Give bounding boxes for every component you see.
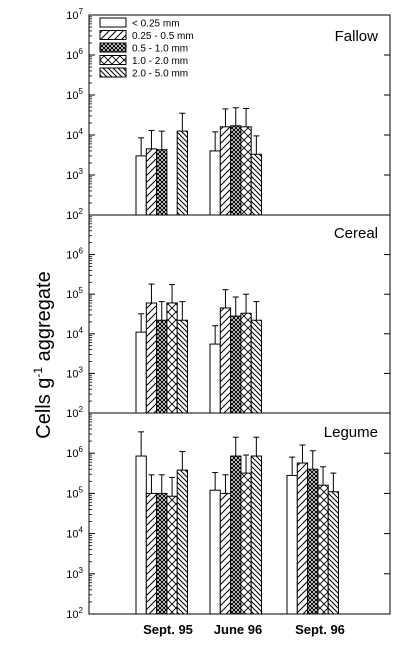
bar-0-25-mm-sept-95 (135, 455, 147, 615)
legend-label: 0.5 - 1.0 mm (132, 44, 188, 55)
y-tick-label: 103 (66, 566, 83, 581)
panel-title: Legume (324, 424, 378, 441)
y-tick-label: 107 (66, 7, 83, 22)
bar-0-25-0-5-mm-sept-95 (145, 302, 158, 414)
bar-0-25-mm-june-96 (209, 150, 221, 216)
bar-2-0-5-0-mm-june-96 (250, 153, 262, 216)
bar-0-5-1-0-mm-sept-95 (156, 319, 168, 414)
y-tick-label: 106 (66, 47, 83, 62)
x-category-label: Sept. 95 (143, 622, 193, 637)
y-tick-label: 104 (66, 127, 83, 142)
y-tick-label: 105 (66, 87, 83, 102)
y-tick-label: 105 (66, 286, 83, 301)
bar-2-0-5-0-mm-sept-95 (176, 319, 188, 414)
bar-0-25-0-5-mm-sept-96 (296, 462, 309, 615)
panel-title: Cereal (334, 225, 378, 242)
y-tick-label: 103 (66, 167, 83, 182)
bar-0-5-1-0-mm-sept-95 (156, 149, 168, 216)
bar-0-25-mm-sept-95 (135, 331, 147, 414)
bar-1-0-2-0-mm-june-96 (240, 126, 252, 216)
panel-legume: 102 103 104 105 106 Legume (66, 412, 391, 621)
bar-0-25-0-5-mm-sept-95 (145, 148, 158, 216)
bar-2-0-5-0-mm-june-96 (250, 455, 262, 615)
panel-fallow: 102 103 104 105 106 107 Fallow (66, 7, 391, 222)
bar-0-25-mm-june-96 (209, 489, 221, 615)
legend-swatch-2-0-5-0-mm (99, 67, 127, 78)
panel-title: Fallow (335, 28, 379, 45)
panel-cereal: 102 103 104 105 106 Cereal (66, 214, 391, 420)
legend-swatch-1-0-2-0-mm (99, 55, 127, 65)
bar-1-0-2-0-mm-sept-95 (166, 495, 178, 615)
legend-label: < 0.25 mm (132, 19, 180, 30)
bar-0-25-0-5-mm-june-96 (219, 492, 232, 615)
legend-swatch-0-25-0-5-mm (99, 30, 127, 40)
plot-panels: 102 103 104 105 106 107 Fallow 102 103 104 105 106 C… (66, 7, 391, 621)
y-tick-label: 102 (66, 405, 83, 420)
bar-1-0-2-0-mm-sept-95 (166, 302, 178, 414)
bar-0-5-1-0-mm-june-96 (230, 125, 242, 216)
bar-0-25-0-5-mm-june-96 (219, 307, 232, 414)
y-tick-label: 104 (66, 326, 83, 341)
y-tick-label: 105 (66, 485, 83, 500)
bar-2-0-5-0-mm-sept-95 (176, 130, 188, 216)
bar-0-25-0-5-mm-june-96 (219, 126, 232, 216)
y-tick-label: 102 (66, 606, 83, 621)
y-tick-label: 104 (66, 526, 83, 541)
bar-2-0-5-0-mm-june-96 (250, 319, 262, 414)
y-tick-label: 102 (66, 207, 83, 222)
x-category-label: Sept. 96 (295, 622, 345, 637)
bar-2-0-5-0-mm-sept-95 (176, 469, 188, 615)
bar-1-0-2-0-mm-june-96 (240, 472, 252, 615)
legend: < 0.25 mm0.25 - 0.5 mm 0.5 - 1.0 mm1.0 - … (99, 17, 194, 80)
bar-0-5-1-0-mm-june-96 (230, 455, 242, 615)
x-axis-categories: Sept. 95 June 96 Sept. 96 (143, 622, 345, 637)
bar-1-0-2-0-mm-june-96 (240, 312, 252, 414)
bar-0-25-mm-june-96 (209, 343, 221, 414)
bar-0-25-mm-sept-96 (286, 474, 298, 615)
bar-2-0-5-0-mm-sept-96 (327, 491, 340, 615)
legend-swatch-0-5-1-0-mm (99, 42, 127, 53)
y-axis-label: Cells g-1 aggregate (31, 271, 55, 438)
bar-0-5-1-0-mm-june-96 (230, 315, 242, 414)
bar-0-25-mm-sept-95 (135, 155, 147, 216)
y-tick-label: 106 (66, 247, 83, 262)
legend-label: 2.0 - 5.0 mm (132, 69, 188, 80)
bar-0-25-0-5-mm-sept-95 (145, 492, 158, 615)
legend-swatch-0-25-mm (99, 17, 127, 28)
legend-label: 1.0 - 2.0 mm (132, 56, 188, 67)
y-tick-label: 103 (66, 365, 83, 380)
bar-0-5-1-0-mm-sept-95 (156, 492, 168, 615)
bar-0-5-1-0-mm-sept-96 (307, 468, 319, 615)
legend-label: 0.25 - 0.5 mm (132, 31, 194, 42)
x-category-label: June 96 (214, 622, 262, 637)
bar-1-0-2-0-mm-sept-96 (317, 484, 329, 615)
y-tick-label: 106 (66, 445, 83, 460)
